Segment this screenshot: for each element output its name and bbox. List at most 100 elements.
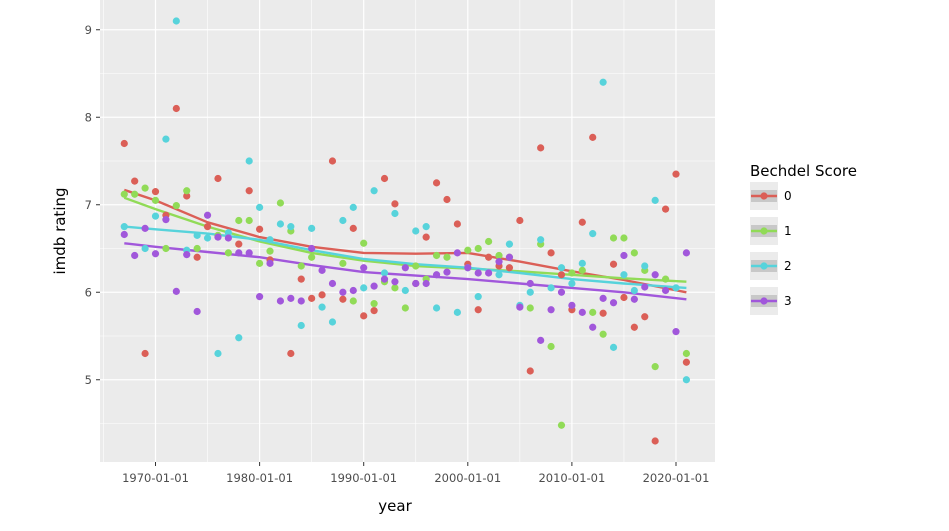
- data-point-score-0: [620, 293, 628, 302]
- data-point-score-0: [589, 133, 597, 141]
- data-point-score-0: [547, 249, 555, 257]
- legend-label: 2: [784, 259, 792, 273]
- data-point-score-3: [360, 264, 368, 272]
- data-point-score-1: [432, 251, 441, 260]
- data-point-score-2: [120, 223, 128, 231]
- data-point-score-1: [183, 187, 191, 195]
- data-point-score-0: [661, 205, 670, 213]
- data-point-score-0: [131, 177, 139, 185]
- data-point-score-3: [422, 279, 430, 288]
- data-point-score-2: [151, 212, 160, 220]
- data-point-score-2: [641, 262, 649, 270]
- data-point-score-0: [599, 309, 607, 317]
- data-point-score-1: [651, 363, 659, 371]
- data-point-score-0: [505, 264, 514, 272]
- data-point-score-3: [630, 295, 638, 303]
- data-point-score-3: [308, 244, 316, 253]
- data-point-score-1: [620, 234, 628, 242]
- data-point-score-2: [339, 216, 347, 225]
- data-point-score-0: [391, 200, 399, 208]
- legend-key-point: [760, 192, 768, 200]
- data-point-score-0: [578, 218, 586, 226]
- data-point-score-3: [537, 336, 545, 344]
- y-tick-label: 9: [85, 23, 92, 37]
- data-point-score-2: [589, 230, 597, 238]
- data-point-score-2: [537, 236, 545, 244]
- data-point-score-0: [557, 271, 566, 279]
- data-point-score-3: [474, 269, 482, 277]
- data-point-score-1: [578, 266, 586, 274]
- data-point-score-1: [661, 275, 670, 283]
- data-point-score-1: [589, 308, 597, 316]
- data-point-score-0: [630, 323, 638, 331]
- y-tick-label: 7: [85, 198, 92, 212]
- data-point-score-1: [599, 330, 607, 338]
- data-point-score-0: [141, 349, 149, 358]
- data-point-score-2: [318, 303, 326, 311]
- data-point-score-3: [256, 293, 264, 301]
- data-point-score-1: [391, 284, 399, 292]
- data-point-score-1: [464, 246, 472, 254]
- y-tick-label: 8: [85, 110, 92, 124]
- x-tick-label: 2020-01-01: [643, 471, 710, 485]
- data-point-score-2: [599, 78, 607, 86]
- x-tick-label: 1970-01-01: [122, 471, 189, 485]
- data-point-score-1: [412, 262, 420, 270]
- data-point-score-3: [516, 303, 524, 311]
- data-point-score-0: [328, 157, 337, 165]
- legend-label: 1: [784, 224, 792, 238]
- data-point-score-3: [641, 283, 649, 291]
- data-point-score-1: [245, 216, 253, 225]
- data-point-score-1: [474, 244, 482, 253]
- legend-key-point: [760, 227, 768, 235]
- legend-key-point: [760, 297, 768, 305]
- data-point-score-1: [297, 262, 305, 270]
- data-point-score-2: [287, 223, 295, 231]
- data-point-score-1: [630, 249, 638, 257]
- data-point-score-2: [495, 271, 503, 279]
- data-point-score-0: [380, 174, 389, 183]
- data-point-score-2: [193, 231, 201, 239]
- data-point-score-2: [672, 284, 680, 292]
- data-point-score-0: [203, 223, 212, 231]
- data-point-score-0: [151, 188, 160, 196]
- data-point-score-0: [682, 358, 690, 366]
- data-point-score-1: [120, 190, 128, 198]
- data-point-score-2: [568, 279, 576, 288]
- data-point-score-2: [401, 286, 409, 295]
- data-point-score-2: [526, 288, 534, 296]
- x-tick-label: 2000-01-01: [434, 471, 501, 485]
- data-point-score-3: [151, 250, 160, 258]
- data-point-score-2: [474, 293, 482, 301]
- data-point-score-2: [370, 187, 378, 195]
- data-point-score-1: [256, 259, 264, 267]
- data-point-score-0: [235, 240, 243, 248]
- data-point-score-3: [328, 279, 337, 288]
- data-point-score-3: [318, 266, 326, 274]
- data-point-score-2: [630, 286, 638, 295]
- data-point-score-1: [235, 216, 243, 225]
- data-point-score-1: [339, 259, 347, 267]
- data-point-score-3: [547, 306, 555, 314]
- data-point-score-2: [360, 284, 368, 292]
- data-point-score-3: [412, 279, 420, 288]
- data-point-score-3: [526, 279, 534, 288]
- data-point-score-2: [412, 227, 420, 235]
- data-point-score-2: [547, 284, 555, 292]
- data-point-score-3: [464, 264, 472, 272]
- data-point-score-2: [172, 17, 180, 25]
- data-point-score-2: [620, 271, 628, 279]
- legend-title: Bechdel Score: [750, 162, 857, 180]
- data-point-score-3: [183, 251, 191, 259]
- data-point-score-1: [526, 304, 534, 312]
- data-point-score-3: [214, 233, 222, 241]
- data-point-score-0: [360, 312, 368, 320]
- data-point-score-0: [443, 195, 451, 204]
- smooth-line-score-1: [123, 196, 687, 283]
- data-point-score-1: [193, 244, 201, 253]
- data-point-score-3: [120, 230, 128, 239]
- data-point-score-2: [380, 269, 389, 277]
- legend: Bechdel Score 0 1 2 3: [750, 162, 857, 315]
- data-point-score-1: [682, 349, 690, 358]
